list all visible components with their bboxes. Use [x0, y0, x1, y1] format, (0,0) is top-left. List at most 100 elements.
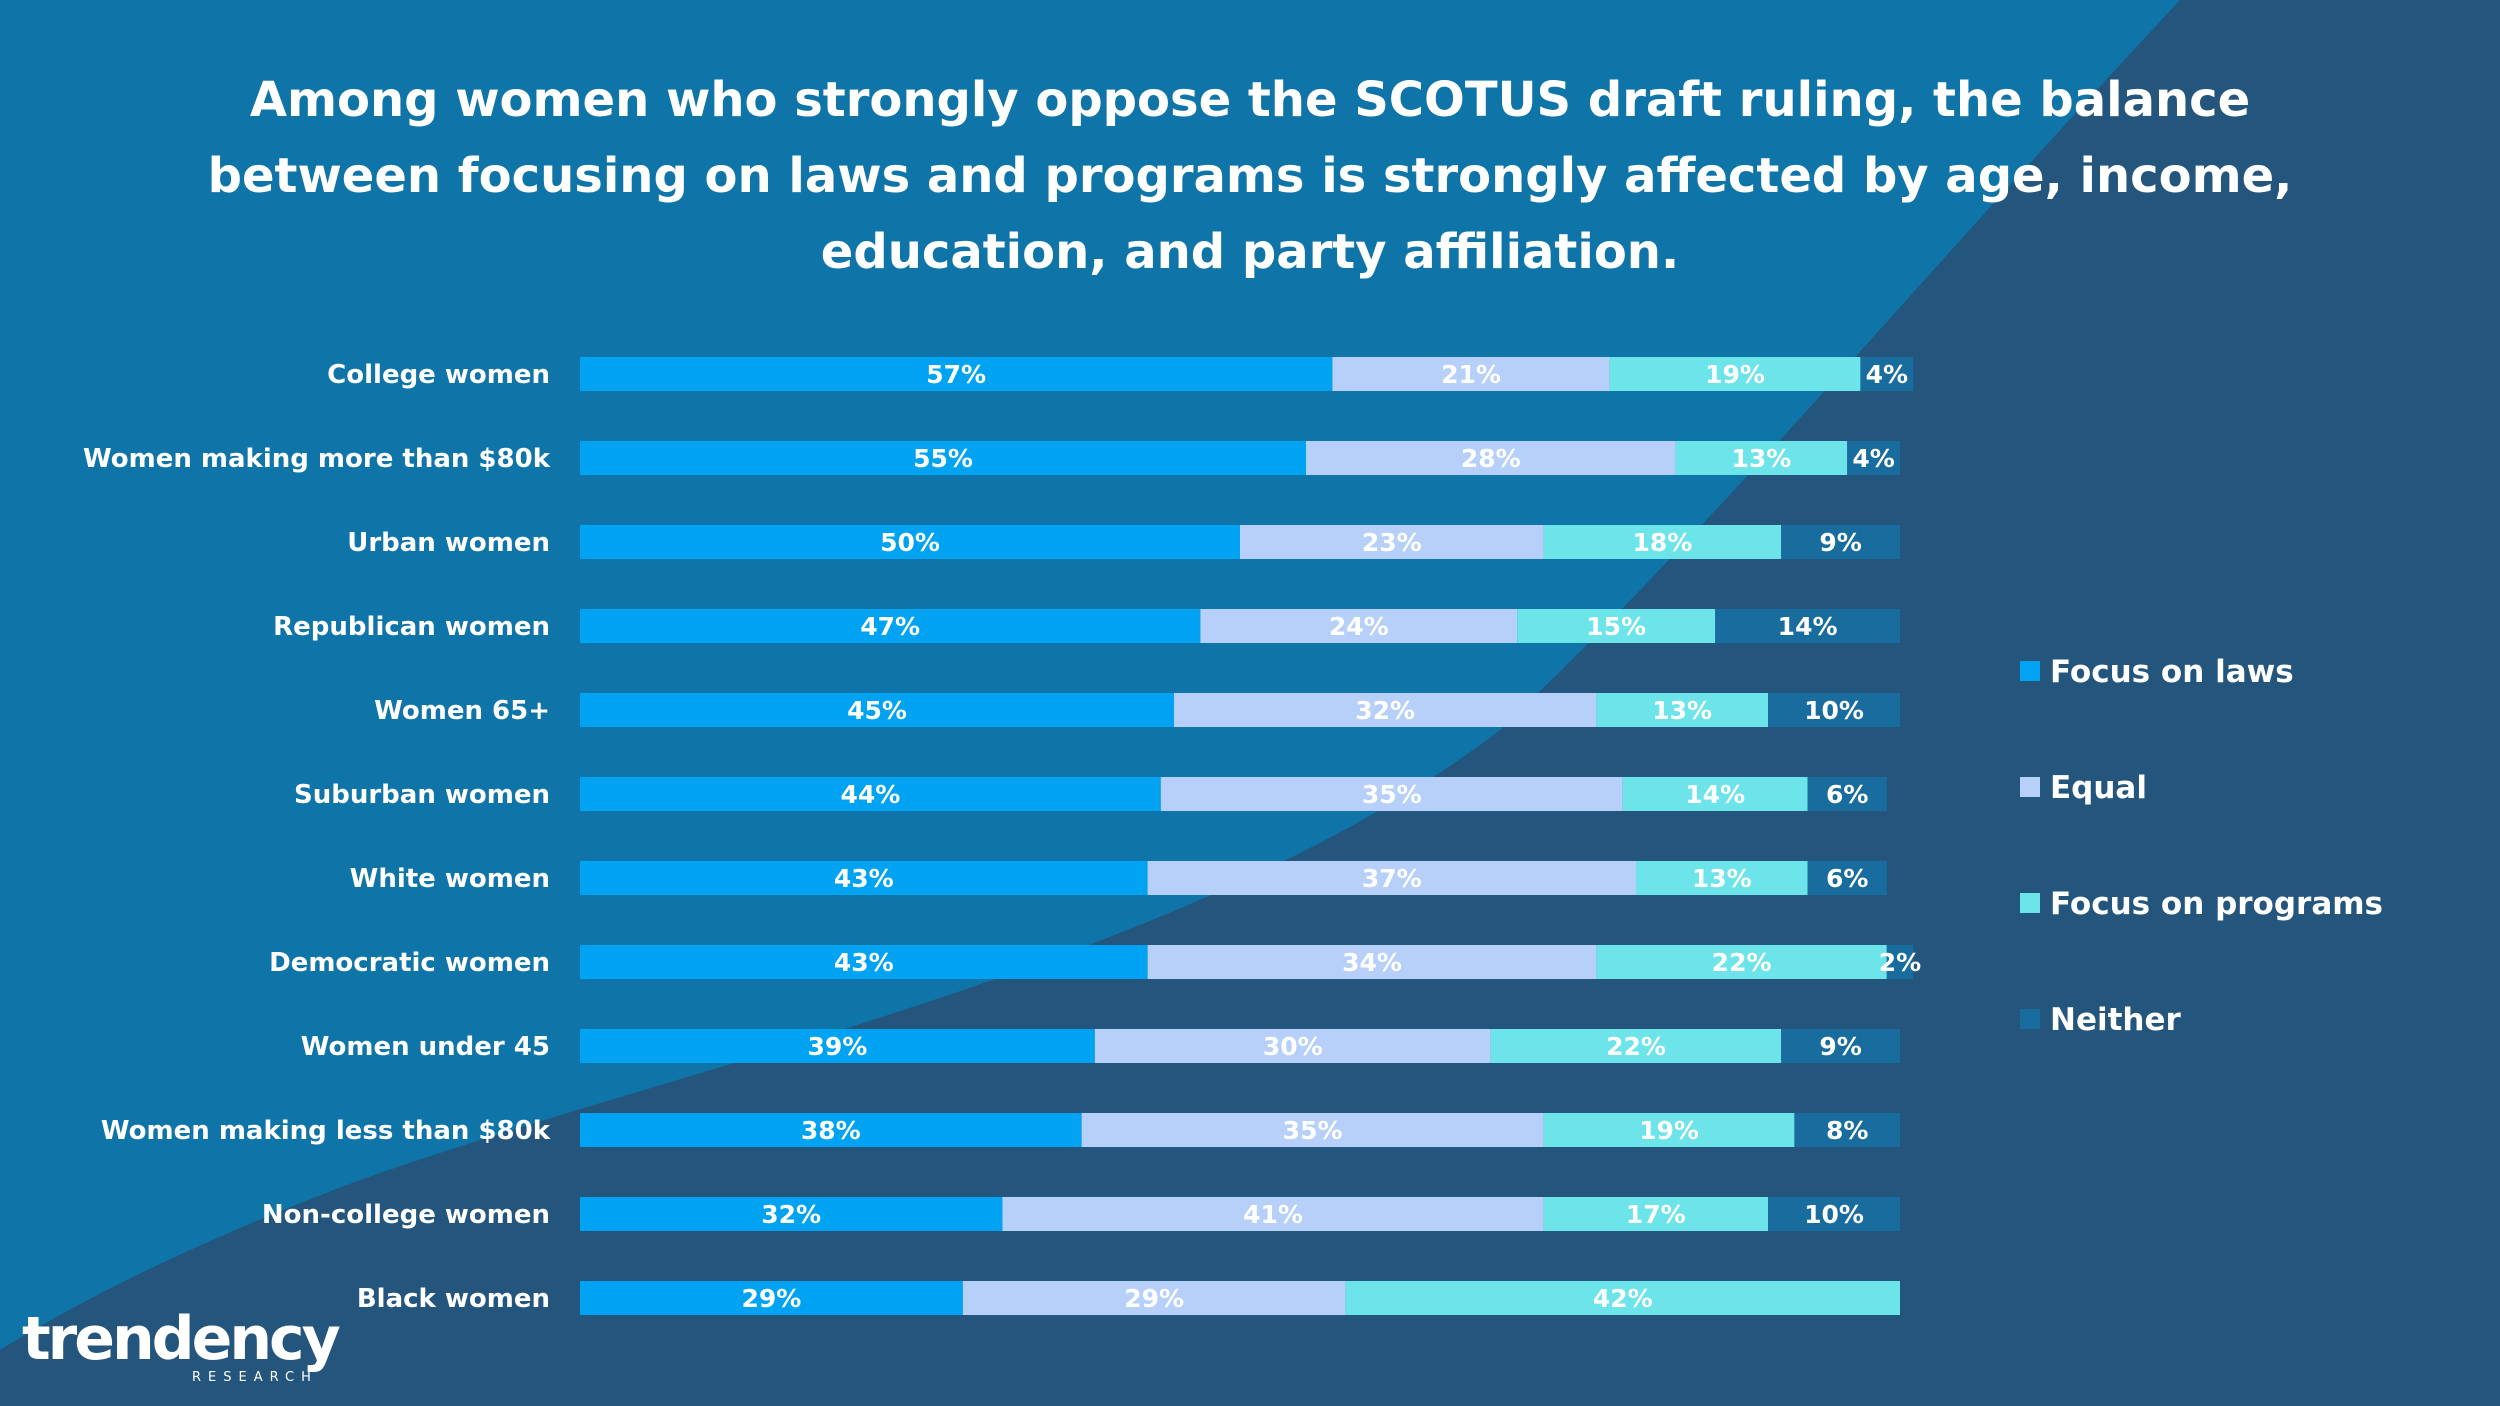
data-label: 44%	[840, 780, 900, 809]
trendency-logo: trendency RESEARCH	[22, 1304, 352, 1394]
data-label: 9%	[1819, 528, 1861, 557]
bar-segment	[580, 1029, 1095, 1063]
data-label: 21%	[1441, 360, 1501, 389]
category-label: Suburban women	[294, 780, 550, 810]
bar-segment	[1860, 357, 1914, 391]
bar-segment	[1768, 1197, 1900, 1231]
bar-segment	[1332, 357, 1610, 391]
data-label: 24%	[1329, 612, 1389, 641]
data-label: 42%	[1593, 1284, 1653, 1313]
data-label: 43%	[834, 948, 894, 977]
bar-segment	[580, 357, 1333, 391]
data-label: 10%	[1804, 1200, 1864, 1229]
category-label: White women	[350, 864, 550, 894]
data-label: 6%	[1826, 864, 1868, 893]
bar-segment	[1160, 777, 1623, 811]
logo-subtitle: RESEARCH	[192, 1370, 318, 1385]
legend-label: Focus on laws	[2050, 654, 2294, 690]
data-label: 14%	[1778, 612, 1838, 641]
bar-segment	[1609, 357, 1861, 391]
legend-swatch	[2020, 893, 2040, 913]
category-label: Women making less than $80k	[101, 1116, 551, 1146]
bar-segment	[1543, 1197, 1768, 1231]
bar-segment	[1768, 693, 1900, 727]
data-label: 19%	[1705, 360, 1765, 389]
bar-segment	[1715, 609, 1900, 643]
bar-segment	[580, 861, 1148, 895]
bar-segment	[1781, 1029, 1900, 1063]
data-label: 41%	[1243, 1200, 1303, 1229]
data-label: 22%	[1606, 1032, 1666, 1061]
bar-segment	[1094, 1029, 1491, 1063]
category-label: Democratic women	[269, 948, 550, 978]
data-label: 57%	[926, 360, 986, 389]
data-label: 8%	[1826, 1116, 1868, 1145]
data-label: 17%	[1626, 1200, 1686, 1229]
data-label: 10%	[1804, 696, 1864, 725]
bar-segment	[1002, 1197, 1544, 1231]
bar-segment	[962, 1281, 1346, 1315]
legend: Focus on laws Equal Focus on programs Neith…	[2020, 654, 2383, 1038]
bar-segment	[580, 609, 1201, 643]
bar-segment	[1781, 525, 1900, 559]
data-label: 18%	[1632, 528, 1692, 557]
data-label: 29%	[741, 1284, 801, 1313]
bar-segment	[1543, 1113, 1795, 1147]
bar-segment	[1596, 945, 1887, 979]
bar-segment	[580, 693, 1174, 727]
bar-segment	[1807, 777, 1887, 811]
bar-segment	[1794, 1113, 1900, 1147]
bar-segment	[1147, 945, 1597, 979]
data-label: 50%	[880, 528, 940, 557]
logo-wordmark: trendency	[22, 1304, 341, 1374]
chart-title: Among women who strongly oppose the SCOT…	[207, 72, 2293, 280]
bar-segment	[580, 1281, 963, 1315]
data-label: 30%	[1263, 1032, 1323, 1061]
bar-segment	[580, 945, 1148, 979]
bar-segment	[1596, 693, 1768, 727]
data-label: 37%	[1362, 864, 1422, 893]
bar-segment	[580, 525, 1240, 559]
bar-segment	[1306, 441, 1676, 475]
bar-segment	[1345, 1281, 1900, 1315]
data-label: 13%	[1652, 696, 1712, 725]
category-label: Black women	[357, 1284, 550, 1314]
bar-segment	[1147, 861, 1636, 895]
data-label: 22%	[1712, 948, 1772, 977]
category-label: Urban women	[347, 528, 550, 558]
data-label: 28%	[1461, 444, 1521, 473]
data-label: 39%	[807, 1032, 867, 1061]
legend-label: Equal	[2050, 770, 2147, 806]
data-label: 35%	[1362, 780, 1422, 809]
bar-segment	[580, 1197, 1003, 1231]
legend-label: Focus on programs	[2050, 886, 2383, 922]
data-label: 43%	[834, 864, 894, 893]
data-label: 34%	[1342, 948, 1402, 977]
bar-segment	[1847, 441, 1900, 475]
bar-segment	[1490, 1029, 1782, 1063]
bar-segment	[1807, 861, 1887, 895]
data-label: 19%	[1639, 1116, 1699, 1145]
category-label: Women under 45	[301, 1032, 550, 1062]
bar-segment	[1240, 525, 1544, 559]
bar-segment	[580, 777, 1161, 811]
data-label: 23%	[1362, 528, 1422, 557]
data-label: 55%	[913, 444, 973, 473]
bar-segment	[1886, 945, 1914, 979]
data-label: 4%	[1852, 444, 1894, 473]
legend-swatch	[2020, 661, 2040, 681]
data-label: 6%	[1826, 780, 1868, 809]
bar-segment	[1636, 861, 1808, 895]
bar-segment	[1200, 609, 1518, 643]
bar-segment	[580, 1113, 1082, 1147]
category-label: Women 65+	[374, 696, 550, 726]
data-label: 32%	[1355, 696, 1415, 725]
category-label: Women making more than $80k	[83, 444, 551, 474]
bar-segment	[1174, 693, 1597, 727]
legend-label: Neither	[2050, 1002, 2182, 1038]
data-label: 38%	[801, 1116, 861, 1145]
bars-layer	[580, 357, 1914, 1315]
bar-segment	[580, 441, 1306, 475]
